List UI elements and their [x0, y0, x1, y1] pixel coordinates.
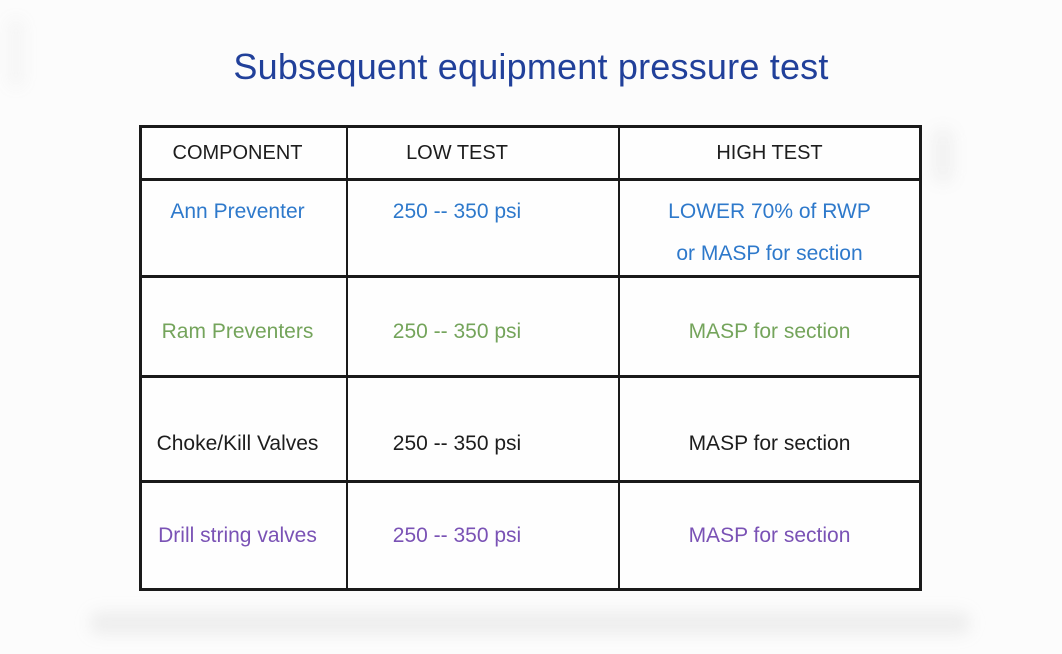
low-test-cell: 250 -- 350 psi	[348, 278, 620, 378]
header-cell-high-test: HIGH TEST	[620, 128, 919, 181]
slide-title: Subsequent equipment pressure test	[233, 46, 829, 87]
high-test-cell: MASP for section	[620, 278, 919, 378]
high-test-cell: MASP for section	[620, 378, 919, 483]
high-test-cell: LOWER 70% of RWP or MASP for section	[620, 181, 919, 278]
component-cell: Ann Preventer	[142, 181, 348, 278]
scan-artifact-right	[932, 128, 954, 183]
component-cell: Drill string valves	[142, 483, 348, 588]
header-cell-component: COMPONENT	[142, 128, 348, 181]
header-cell-low-test: LOW TEST	[348, 128, 620, 181]
high-test-line-1: LOWER 70% of RWP	[668, 200, 871, 223]
scan-artifact-bottom	[90, 612, 970, 634]
low-test-cell: 250 -- 350 psi	[348, 378, 620, 483]
low-test-cell: 250 -- 350 psi	[348, 181, 620, 278]
high-test-cell: MASP for section	[688, 523, 851, 547]
component-cell: Choke/Kill Valves	[142, 378, 348, 483]
high-test-line-2: or MASP for section	[676, 242, 863, 265]
pressure-test-table: COMPONENT LOW TEST HIGH TEST Ann Prevent…	[139, 125, 922, 591]
low-test-cell: 250 -- 350 psi	[348, 483, 620, 588]
high-test-two-line-text: LOWER 70% of RWP or MASP for section	[668, 191, 871, 275]
component-cell: Ram Preventers	[142, 278, 348, 378]
